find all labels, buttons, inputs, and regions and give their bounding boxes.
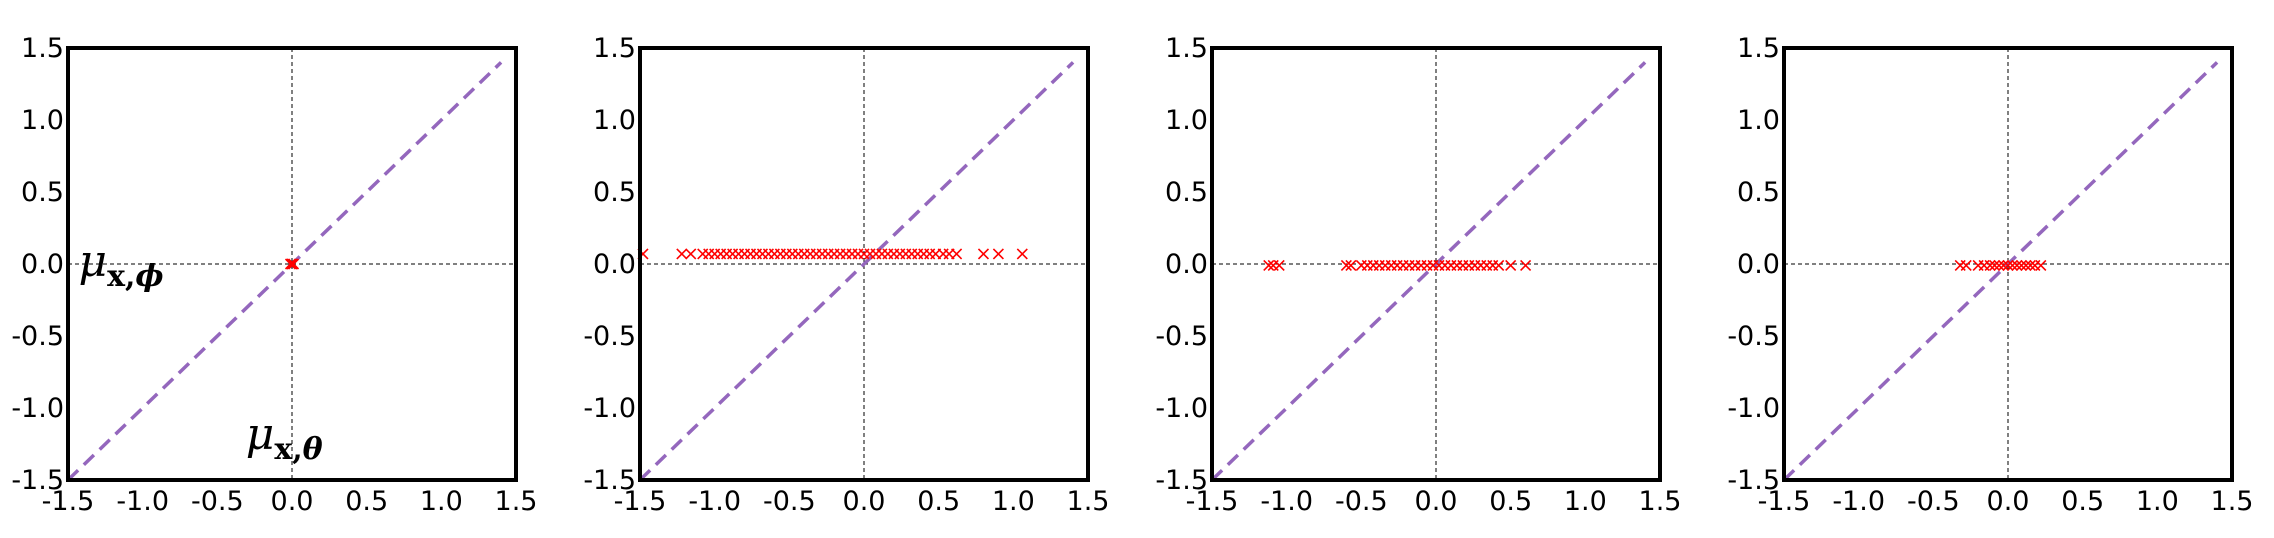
y-tick-label: 1.5 (1737, 33, 1780, 64)
x-tick-label: 1.0 (420, 486, 463, 517)
data-point (2006, 259, 2019, 272)
x-tick-label: 0.0 (271, 486, 314, 517)
x-tick-label: -1.5 (1186, 486, 1239, 517)
subplot-2: -1.5 -1.0 -0.5 0.0 0.5 1.0 1.5 -1.5 -1.0 -0.5 0.0 0… (583, 33, 1109, 517)
x-tick-label: -0.5 (763, 486, 816, 517)
data-point (2011, 259, 2023, 272)
axes-frame (66, 46, 518, 482)
subplot-4: -1.5 -1.0 -0.5 0.0 0.5 1.0 1.5 -1.5 -1.0 -0.5 0.0 0… (1727, 33, 2253, 517)
x-tick-label: 1.5 (495, 486, 538, 517)
x-axis-annotation: μx,θ (246, 409, 323, 467)
x-tick-label: -1.0 (1260, 486, 1313, 517)
y-tick-label: -0.5 (583, 321, 636, 352)
data-point (1263, 259, 1275, 272)
x-tick-label: -1.0 (116, 486, 169, 517)
y-tick-label: 1.5 (1165, 33, 1208, 64)
data-point (2035, 259, 2047, 272)
data-point (1520, 259, 1532, 272)
x-tick-label: -1.5 (42, 486, 95, 517)
x-tick-label: -1.0 (688, 486, 741, 517)
y-tick-label: 1.0 (1165, 105, 1208, 136)
y-tick-label: -0.5 (1155, 321, 1208, 352)
y-tick-label: -0.5 (11, 321, 64, 352)
data-point (287, 258, 300, 270)
y-tick-label: -1.5 (1155, 465, 1208, 496)
identity-line (66, 61, 503, 482)
x-tick-label: 1.5 (1067, 486, 1110, 517)
y-tick-label: 0.0 (1165, 249, 1208, 280)
x-tick-label: -1.0 (1832, 486, 1885, 517)
data-point (2024, 259, 2036, 272)
subplot-3: -1.5 -1.0 -0.5 0.0 0.5 1.0 1.5 -1.5 -1.0 -0.5 0.0 0… (1155, 33, 1681, 517)
x-tick-label: -0.5 (191, 486, 244, 517)
y-tick-label: -1.5 (1727, 465, 1780, 496)
subplot-1: -1.5 -1.0 -0.5 0.0 0.5 1.0 1.5 -1.5 -1.0 -0.5 0.0 0… (11, 33, 537, 517)
data-point (1273, 259, 1285, 272)
x-tick-label: 1.5 (2211, 486, 2254, 517)
y-tick-label: 0.5 (21, 177, 64, 208)
data-point (685, 248, 697, 260)
data-point (1493, 259, 1505, 272)
data-point (1993, 259, 2005, 272)
y-tick-label: 0.0 (1737, 249, 1780, 280)
y-tick-label: 1.0 (1737, 105, 1780, 136)
y-tick-label: -1.5 (11, 465, 64, 496)
data-point (1997, 259, 2010, 272)
x-tick-label: 0.5 (1489, 486, 1532, 517)
x-tick-label: 0.5 (2061, 486, 2104, 517)
data-point (951, 248, 963, 260)
axes-frame (1210, 46, 1662, 482)
data-point (1505, 259, 1517, 272)
y-tick-label: 1.5 (593, 33, 636, 64)
axes-frame (1782, 46, 2234, 482)
y-tick-label: 0.0 (21, 249, 64, 280)
x-tick-label: -1.5 (1758, 486, 1811, 517)
x-tick-label: 0.5 (345, 486, 388, 517)
y-tick-label: -0.5 (1727, 321, 1780, 352)
y-tick-label: 0.5 (1165, 177, 1208, 208)
data-point (1345, 259, 1357, 272)
data-point (284, 258, 297, 270)
data-point (992, 248, 1004, 260)
data-point (977, 248, 990, 260)
x-tick-label: -0.5 (1335, 486, 1388, 517)
y-tick-label: -1.0 (11, 393, 64, 424)
data-point (1988, 259, 2001, 272)
x-tick-label: 0.0 (1415, 486, 1458, 517)
y-axis-annotation: μx,ϕ (78, 236, 163, 294)
data-point (286, 258, 298, 270)
y-tick-label: 1.5 (21, 33, 64, 64)
y-tick-label: -1.0 (1155, 393, 1208, 424)
data-point (1340, 259, 1352, 272)
x-tick-label: 1.0 (2136, 486, 2179, 517)
data-point (1960, 259, 1972, 272)
x-tick-label: -1.5 (614, 486, 667, 517)
x-tick-label: -0.5 (1907, 486, 1960, 517)
x-tick-label: 1.5 (1639, 486, 1682, 517)
x-tick-label: 1.0 (1564, 486, 1607, 517)
y-tick-label: -1.0 (583, 393, 636, 424)
x-tick-label: 0.0 (1987, 486, 2030, 517)
identity-line (1782, 61, 2219, 482)
x-tick-label: 1.0 (992, 486, 1035, 517)
data-point (1016, 248, 1028, 260)
data-point (2002, 259, 2014, 272)
y-tick-label: 0.5 (1737, 177, 1780, 208)
x-tick-label: 0.0 (843, 486, 886, 517)
y-tick-label: 1.0 (21, 105, 64, 136)
data-point (2015, 259, 2028, 272)
data-point (2020, 259, 2032, 272)
y-tick-label: 0.5 (593, 177, 636, 208)
data-point (676, 248, 688, 260)
y-tick-label: -1.5 (583, 465, 636, 496)
x-tick-label: 0.5 (917, 486, 960, 517)
y-tick-label: 0.0 (593, 249, 636, 280)
y-tick-label: -1.0 (1727, 393, 1780, 424)
identity-line (638, 61, 1075, 482)
identity-line (1210, 61, 1647, 482)
y-tick-label: 1.0 (593, 105, 636, 136)
axes-frame (638, 46, 1090, 482)
data-point (1984, 259, 1996, 272)
